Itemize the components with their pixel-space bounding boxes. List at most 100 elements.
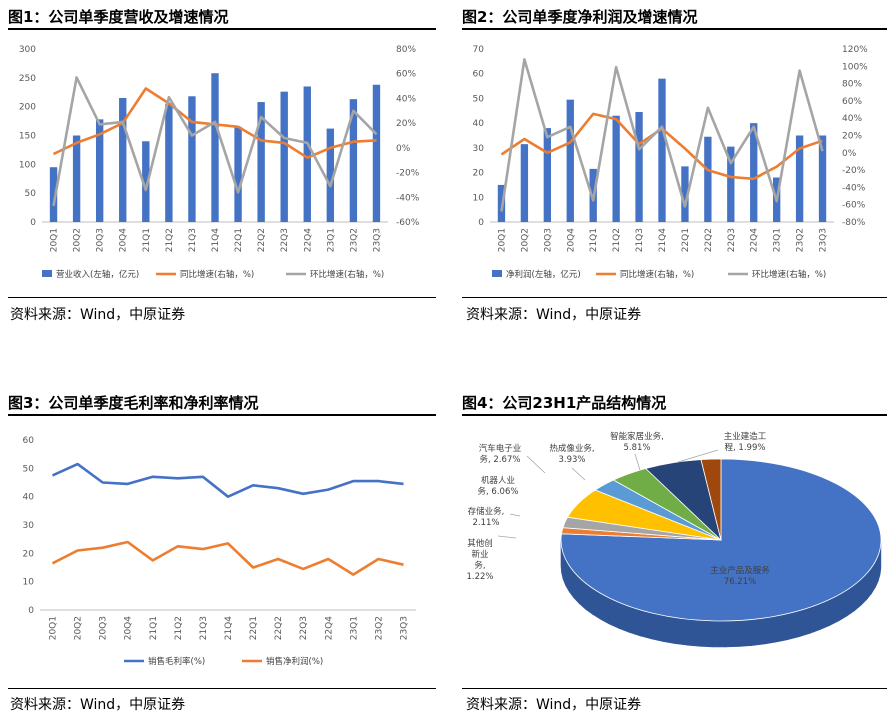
bar-20Q2 xyxy=(520,144,529,222)
pie-label-line: 机器人业 xyxy=(481,475,515,486)
pie-wall-0 xyxy=(787,610,800,641)
left-tick-label: 0 xyxy=(30,218,36,228)
series-line-2 xyxy=(52,76,378,207)
pie-slice-7 xyxy=(700,458,722,541)
category-label: 20Q2 xyxy=(73,228,83,252)
right-tick-label: 20% xyxy=(396,119,416,129)
legend-item-2: 环比增速(右轴，%) xyxy=(286,269,384,280)
fig3-source: 资料来源：Wind，中原证券 xyxy=(10,697,186,713)
series-line-1 xyxy=(51,540,404,576)
left-tick-label: 100 xyxy=(19,160,36,170)
pie-wall-0 xyxy=(819,598,831,631)
pie-label-line: 务, xyxy=(474,560,485,571)
legend-label: 营业收入(左轴，亿元) xyxy=(56,269,139,280)
bar-22Q3 xyxy=(280,91,288,222)
bar-20Q3 xyxy=(543,128,552,222)
right-tick-label: 120% xyxy=(842,45,868,55)
category-label: 23Q1 xyxy=(773,228,783,252)
leader-line xyxy=(677,449,719,463)
left-tick-label: 10 xyxy=(23,578,35,588)
category-label: 22Q3 xyxy=(727,228,737,252)
category-label: 23Q1 xyxy=(349,616,359,640)
category-label: 21Q3 xyxy=(199,616,209,640)
legend-label: 同比增速(右轴，%) xyxy=(180,269,254,280)
category-label: 23Q2 xyxy=(374,616,384,640)
legend-item-0: 营业收入(左轴，亿元) xyxy=(42,269,139,280)
right-tick-label: -40% xyxy=(396,193,420,203)
bar-21Q2 xyxy=(612,115,620,222)
pie-label-line: 务, 6.06% xyxy=(478,486,519,497)
left-tick-label: 250 xyxy=(19,74,36,84)
category-label: 20Q1 xyxy=(497,228,507,252)
category-label: 20Q2 xyxy=(520,228,530,252)
bar-20Q4 xyxy=(566,99,574,222)
bar-20Q3 xyxy=(95,119,104,222)
category-label: 22Q3 xyxy=(280,228,290,252)
pie-wall-0 xyxy=(798,606,811,638)
bar-20Q2 xyxy=(72,135,81,222)
pie-wall-0 xyxy=(829,594,840,626)
fig4-bottom-rule xyxy=(462,688,887,689)
legend-label: 同比增速(右轴，%) xyxy=(620,269,694,280)
right-tick-label: 0% xyxy=(396,144,411,154)
fig3-title: 图3：公司单季度毛利率和净利率情况 xyxy=(8,394,259,412)
fig1-chart: 0 50 100 150 200 250 300 -60% -40% -20% 0% 20% 40% 60… xyxy=(19,45,420,280)
category-label: 20Q3 xyxy=(96,228,106,252)
category-label: 21Q1 xyxy=(149,616,159,640)
category-label: 20Q3 xyxy=(543,228,553,252)
legend-label: 销售净利润(%) xyxy=(266,656,323,667)
legend-swatch xyxy=(42,270,52,277)
category-label: 22Q2 xyxy=(257,228,267,252)
category-label: 21Q2 xyxy=(174,616,184,640)
bar-20Q4 xyxy=(119,98,127,222)
bar-23Q2 xyxy=(349,99,358,222)
pie-label-line: 2.11% xyxy=(472,518,499,528)
bar-21Q4 xyxy=(211,73,219,222)
left-tick-label: 70 xyxy=(473,45,485,55)
legend-item-1: 同比增速(右轴，%) xyxy=(596,269,694,280)
pie-wall-0 xyxy=(619,602,630,633)
category-label: 21Q3 xyxy=(188,228,198,252)
category-label: 21Q4 xyxy=(211,228,221,253)
left-tick-label: 30 xyxy=(473,144,485,154)
category-label: 22Q1 xyxy=(249,616,259,640)
bar-22Q4 xyxy=(303,86,311,222)
pie-wall-0 xyxy=(674,617,688,646)
bar-21Q4 xyxy=(658,78,666,223)
pie-wall-0 xyxy=(687,618,701,647)
bar-23Q1 xyxy=(326,128,335,222)
legend-label: 净利润(左轴，亿元) xyxy=(506,269,581,280)
category-label: 20Q1 xyxy=(50,228,60,252)
left-tick-label: 50 xyxy=(23,464,35,474)
fig1-source: 资料来源：Wind，中原证券 xyxy=(10,307,186,323)
right-tick-label: 40% xyxy=(842,114,862,124)
pie-label-5: 热成像业务,3.93% xyxy=(549,443,595,481)
legend-item-1: 销售净利润(%) xyxy=(242,656,323,667)
leader-line xyxy=(497,535,517,539)
legend-label: 销售毛利率(%) xyxy=(148,656,205,667)
pie-label-line: 主业产品及服务 xyxy=(710,565,770,576)
fig1-bottom-rule xyxy=(8,297,436,298)
right-tick-label: 80% xyxy=(396,45,416,55)
category-label: 21Q1 xyxy=(589,228,599,252)
right-tick-label: -20% xyxy=(396,169,420,179)
pie-wall-0 xyxy=(651,612,664,642)
fig4-source: 资料来源：Wind，中原证券 xyxy=(466,697,642,713)
category-label: 23Q3 xyxy=(819,228,829,252)
category-label: 22Q1 xyxy=(681,228,691,252)
bar-22Q1 xyxy=(681,166,689,222)
fig2-bottom-rule xyxy=(462,297,887,298)
pie-label-line: 1.22% xyxy=(466,572,493,582)
legend-item-0: 销售毛利率(%) xyxy=(124,656,205,667)
bar-20Q1 xyxy=(49,167,58,222)
category-label: 20Q1 xyxy=(49,616,59,640)
right-tick-label: 0% xyxy=(842,149,857,159)
category-label: 21Q2 xyxy=(165,228,175,252)
left-tick-label: 10 xyxy=(473,193,485,203)
leader-line xyxy=(571,467,586,481)
fig2-chart: 0 10 20 30 40 50 60 70 -80% -60% -40% -20% 0% 20% 40% 6… xyxy=(473,45,869,280)
category-label: 22Q4 xyxy=(750,228,760,253)
right-tick-label: -80% xyxy=(842,218,866,228)
